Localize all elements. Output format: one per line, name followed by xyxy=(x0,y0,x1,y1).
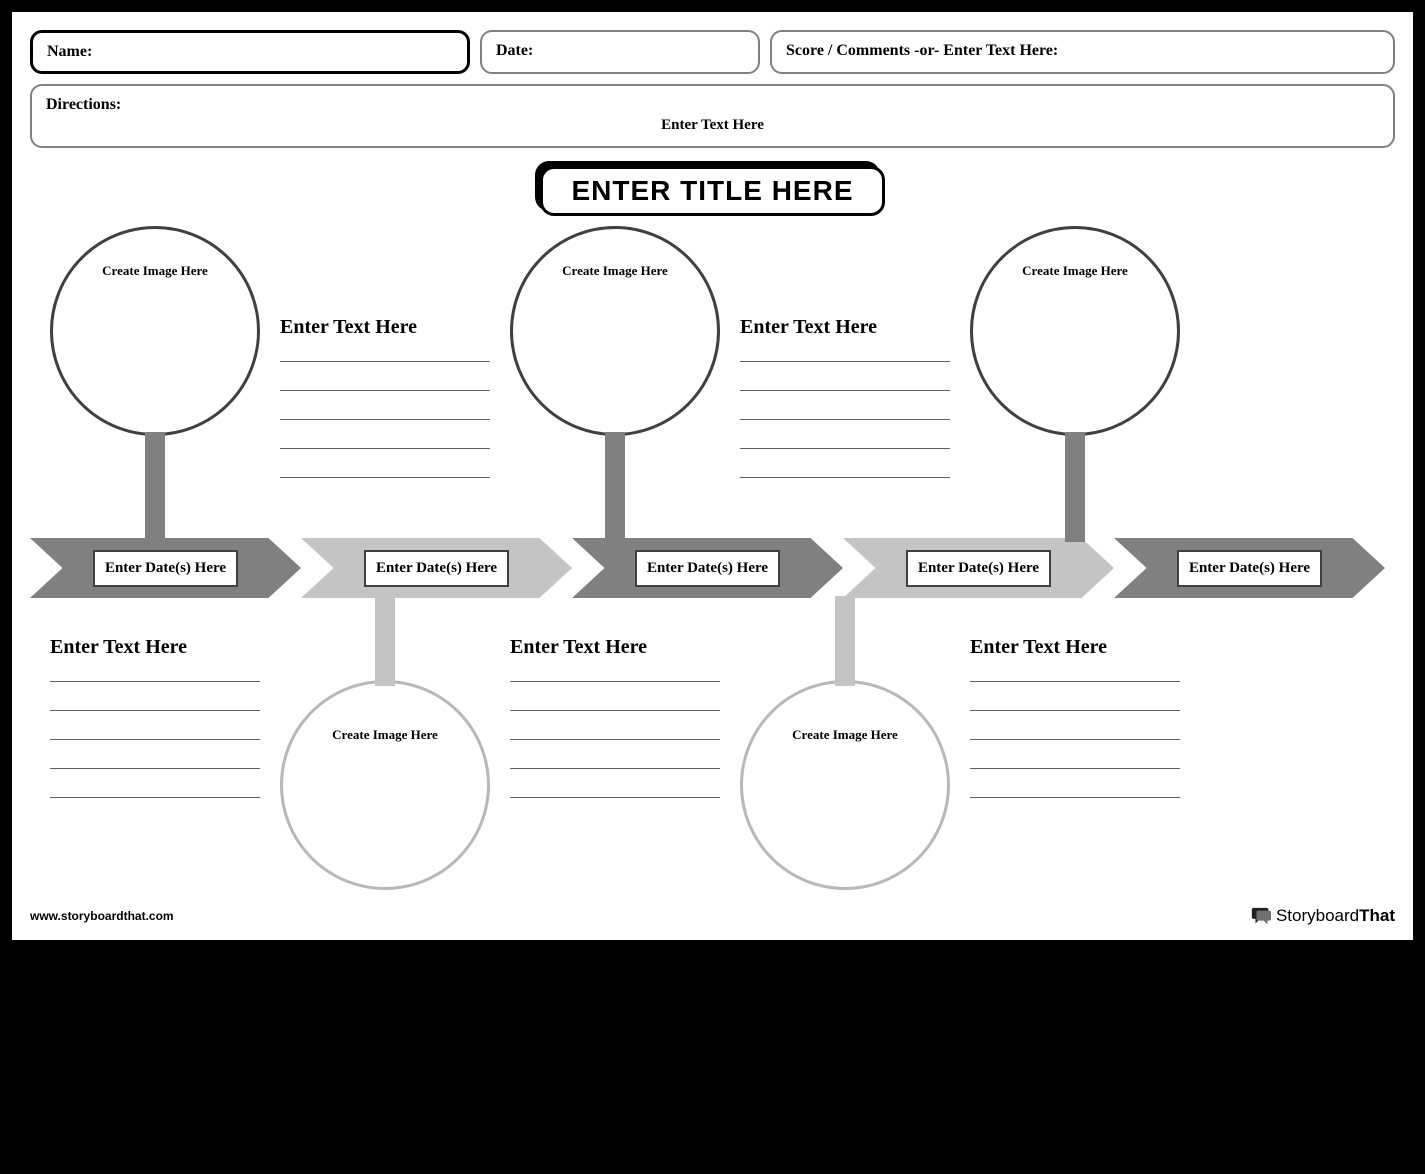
text-heading: Enter Text Here xyxy=(740,316,950,339)
rule-line xyxy=(280,477,490,478)
rule-line xyxy=(510,681,720,682)
rule-line xyxy=(740,390,950,391)
text-heading: Enter Text Here xyxy=(510,636,720,659)
rule-line xyxy=(50,710,260,711)
date-input[interactable]: Enter Date(s) Here xyxy=(635,550,780,587)
rule-line xyxy=(510,797,720,798)
bubble-label: Create Image Here xyxy=(332,727,438,743)
timeline-segment[interactable]: Enter Date(s) Here xyxy=(301,538,572,598)
title-input[interactable]: ENTER TITLE HERE xyxy=(540,166,884,216)
title-container: ENTER TITLE HERE xyxy=(30,166,1395,216)
rule-line xyxy=(970,681,1180,682)
stem-connector xyxy=(1065,432,1085,542)
text-block[interactable]: Enter Text Here xyxy=(50,636,260,826)
rule-line xyxy=(740,361,950,362)
stem-connector xyxy=(605,432,625,542)
rule-line xyxy=(510,768,720,769)
date-field[interactable]: Date: xyxy=(480,30,760,74)
brand-logo: StoryboardThat xyxy=(1250,906,1395,926)
date-input[interactable]: Enter Date(s) Here xyxy=(364,550,509,587)
image-bubble[interactable]: Create Image Here xyxy=(50,226,260,436)
timeline-segment[interactable]: Enter Date(s) Here xyxy=(30,538,301,598)
rule-line xyxy=(280,361,490,362)
text-heading: Enter Text Here xyxy=(280,316,490,339)
bubble-label: Create Image Here xyxy=(562,263,668,279)
rule-line xyxy=(50,797,260,798)
footer-url: www.storyboardthat.com xyxy=(30,909,174,923)
rule-line xyxy=(50,739,260,740)
rule-line xyxy=(970,797,1180,798)
timeline-arrow-strip: Enter Date(s) Here Enter Date(s) Here En… xyxy=(30,538,1385,598)
image-bubble[interactable]: Create Image Here xyxy=(970,226,1180,436)
stem-connector xyxy=(835,596,855,686)
rule-line xyxy=(970,768,1180,769)
timeline-canvas: Enter Date(s) Here Enter Date(s) Here En… xyxy=(30,226,1395,906)
rule-line xyxy=(740,419,950,420)
name-field[interactable]: Name: xyxy=(30,30,470,74)
footer: www.storyboardthat.com StoryboardThat xyxy=(30,906,1395,926)
rule-line xyxy=(510,710,720,711)
timeline-segment[interactable]: Enter Date(s) Here xyxy=(572,538,843,598)
rule-line xyxy=(280,419,490,420)
directions-box[interactable]: Directions: Enter Text Here xyxy=(30,84,1395,148)
bubble-label: Create Image Here xyxy=(102,263,208,279)
header-row: Name: Date: Score / Comments -or- Enter … xyxy=(30,30,1395,74)
score-field[interactable]: Score / Comments -or- Enter Text Here: xyxy=(770,30,1395,74)
bubble-label: Create Image Here xyxy=(1022,263,1128,279)
bubble-label: Create Image Here xyxy=(792,727,898,743)
brand-text-bold: That xyxy=(1359,906,1395,925)
image-bubble[interactable]: Create Image Here xyxy=(510,226,720,436)
text-block[interactable]: Enter Text Here xyxy=(740,316,950,506)
rule-line xyxy=(510,739,720,740)
text-heading: Enter Text Here xyxy=(50,636,260,659)
stem-connector xyxy=(145,432,165,542)
rule-line xyxy=(740,477,950,478)
directions-placeholder: Enter Text Here xyxy=(661,117,764,134)
rule-line xyxy=(280,390,490,391)
rule-line xyxy=(970,710,1180,711)
text-block[interactable]: Enter Text Here xyxy=(510,636,720,826)
text-block[interactable]: Enter Text Here xyxy=(970,636,1180,826)
rule-line xyxy=(280,448,490,449)
rule-line xyxy=(50,768,260,769)
brand-text-thin: Storyboard xyxy=(1276,906,1359,925)
rule-line xyxy=(50,681,260,682)
timeline-segment[interactable]: Enter Date(s) Here xyxy=(1114,538,1385,598)
timeline-segment[interactable]: Enter Date(s) Here xyxy=(843,538,1114,598)
rule-line xyxy=(740,448,950,449)
date-input[interactable]: Enter Date(s) Here xyxy=(93,550,238,587)
text-heading: Enter Text Here xyxy=(970,636,1180,659)
rule-line xyxy=(970,739,1180,740)
directions-label: Directions: xyxy=(46,96,121,113)
date-input[interactable]: Enter Date(s) Here xyxy=(1177,550,1322,587)
date-input[interactable]: Enter Date(s) Here xyxy=(906,550,1051,587)
stem-connector xyxy=(375,596,395,686)
worksheet-page: Name: Date: Score / Comments -or- Enter … xyxy=(12,12,1413,940)
image-bubble[interactable]: Create Image Here xyxy=(740,680,950,890)
image-bubble[interactable]: Create Image Here xyxy=(280,680,490,890)
text-block[interactable]: Enter Text Here xyxy=(280,316,490,506)
speech-bubble-icon xyxy=(1250,906,1272,926)
